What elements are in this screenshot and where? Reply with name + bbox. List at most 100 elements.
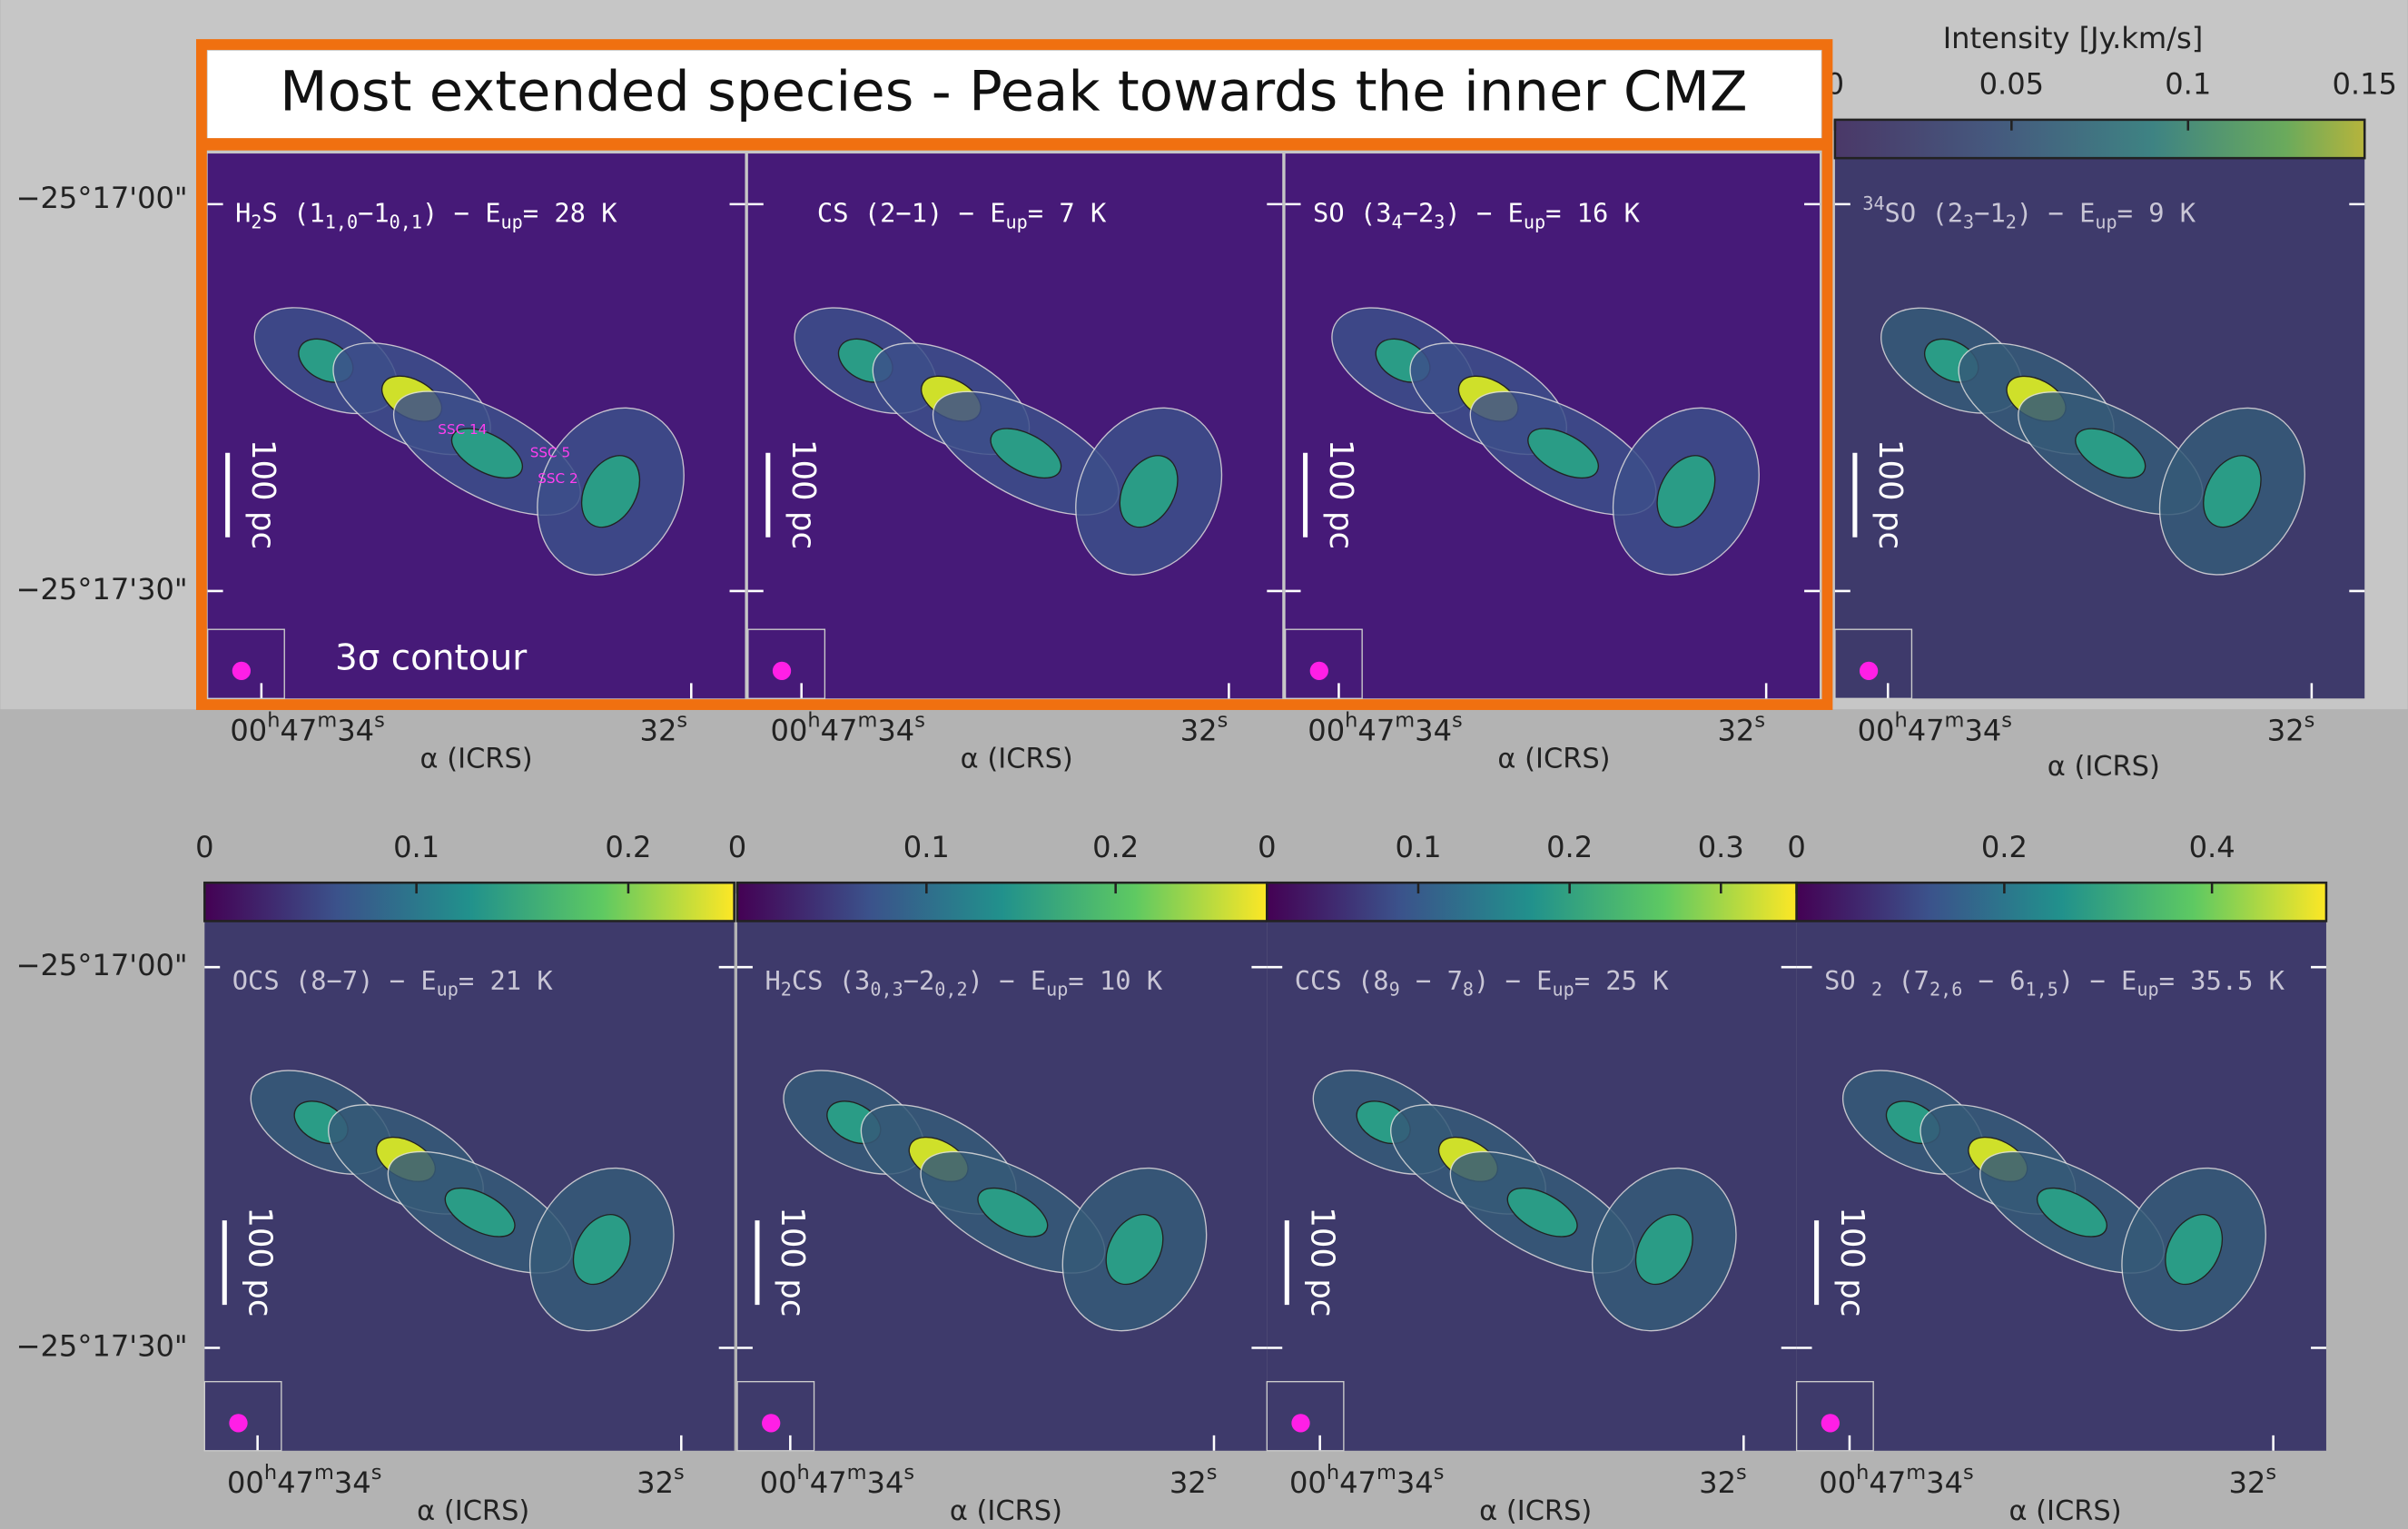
text-piece: 34 — [877, 713, 914, 747]
text-piece: m — [317, 708, 337, 732]
colorbar-tick-label: 0.15 — [2332, 67, 2397, 102]
text-piece: CCS (8 — [1295, 965, 1389, 996]
ra-tick-label: 00h47m34s — [1819, 1461, 1973, 1500]
colorbar-tick-label: 0.4 — [2189, 830, 2235, 864]
text-piece: h — [1345, 708, 1357, 732]
ra-tick-label: 00h47m34s — [227, 1461, 381, 1500]
text-piece: s — [1218, 708, 1229, 732]
text-piece: 0,1 — [390, 211, 422, 232]
species-label: CCS (89 − 78) − Eup= 25 K — [1295, 965, 1669, 1000]
text-piece: up — [1006, 211, 1028, 232]
text-piece: ) − E — [968, 965, 1047, 996]
panel: OCS (8−7) − Eup= 21 K100 pc00h47m34s32sα… — [195, 830, 735, 1527]
text-piece: 32 — [1717, 713, 1754, 747]
ra-tick-label: 00h47m34s — [760, 1461, 914, 1500]
text-piece: 32 — [2267, 713, 2304, 747]
colorbar-tick-label: 0.2 — [1546, 830, 1593, 864]
text-piece: ) − E — [1474, 965, 1553, 996]
text-piece: 34 — [1862, 192, 1884, 214]
text-piece: ) − E — [1445, 198, 1524, 229]
text-piece: 00 — [1289, 1465, 1327, 1500]
ra-axis-label: α (ICRS) — [1497, 743, 1610, 774]
ra-axis-label: α (ICRS) — [420, 743, 533, 774]
text-piece: up — [1524, 211, 1545, 232]
text-piece: m — [1395, 708, 1415, 732]
dec-tick-label: −25°17'00" — [16, 948, 188, 982]
beam — [1291, 1414, 1309, 1432]
text-piece: 2 — [781, 978, 792, 1000]
text-piece: 00 — [230, 713, 267, 747]
ra-axis-label: α (ICRS) — [2008, 1495, 2121, 1527]
text-piece: −2 — [903, 965, 935, 996]
source-label: SSC 14 — [438, 421, 487, 438]
beam — [1821, 1414, 1840, 1432]
text-piece: 3 — [1434, 211, 1445, 232]
text-piece: 47 — [1357, 713, 1395, 747]
ra-tick-label: 32s — [1699, 1461, 1747, 1500]
text-piece: 00 — [227, 1465, 264, 1500]
text-piece: 2 — [251, 211, 262, 232]
ra-tick-label: 00h47m34s — [1858, 708, 2012, 747]
ra-tick-label: 32s — [2267, 708, 2315, 747]
ra-tick-label: 32s — [1717, 708, 1765, 747]
dec-tick-label: −25°17'00" — [16, 181, 188, 215]
colorbar-tick-label: 0.05 — [1979, 67, 2045, 102]
text-piece: 2 — [2006, 211, 2017, 232]
banner-border — [202, 138, 1828, 151]
text-piece: ) − E — [2058, 965, 2137, 996]
text-piece: 32 — [1180, 713, 1218, 747]
text-piece: = 10 K — [1068, 965, 1162, 996]
text-piece: − 7 — [1400, 965, 1463, 996]
ra-tick-label: 32s — [1180, 708, 1229, 747]
body: H2S (11,0−10,1) − Eup= 28 K100 pc00h47m3… — [0, 0, 2408, 1529]
text-piece: ) − E — [422, 198, 501, 229]
text-piece: 34 — [1396, 1465, 1434, 1500]
text-piece: 00 — [760, 1465, 797, 1500]
text-piece: SO (2 — [1885, 198, 1964, 229]
colorbar — [737, 883, 1267, 921]
ra-tick-label: 32s — [2229, 1461, 2277, 1500]
text-piece: −2 — [1403, 198, 1435, 229]
text-piece: ) − E — [2017, 198, 2095, 229]
ra-axis-label: α (ICRS) — [1479, 1495, 1592, 1527]
text-piece: 47 — [1339, 1465, 1377, 1500]
text-piece: m — [314, 1461, 334, 1485]
text-piece: s — [1736, 1461, 1747, 1485]
scale-bar-label: 100 pc — [1303, 1207, 1340, 1317]
text-piece: s — [2265, 1461, 2276, 1485]
text-piece: s — [1434, 1461, 1445, 1485]
colorbar — [1267, 883, 1796, 921]
text-piece: s — [1963, 1461, 1974, 1485]
text-piece: s — [1754, 708, 1765, 732]
ra-axis-label: α (ICRS) — [2048, 751, 2160, 783]
text-piece: = 35.5 K — [2159, 965, 2285, 996]
text-piece: 47 — [1869, 1465, 1906, 1500]
species-label: SO (34−23) − Eup= 16 K — [1313, 198, 1641, 232]
dec-tick-label: −25°17'30" — [16, 1328, 188, 1363]
text-piece: s — [674, 1461, 685, 1485]
ra-tick-label: 00h47m34s — [230, 708, 384, 747]
text-piece: 47 — [1908, 713, 1945, 747]
text-piece: H — [235, 198, 251, 229]
beam — [1310, 662, 1328, 680]
text-piece: 00 — [1858, 713, 1895, 747]
text-piece: 34 — [334, 1465, 371, 1500]
text-piece: m — [847, 1461, 867, 1485]
text-piece: 4 — [1392, 211, 1403, 232]
text-piece: 47 — [277, 1465, 314, 1500]
text-piece: = 7 K — [1028, 198, 1107, 229]
text-piece: CS (3 — [792, 965, 871, 996]
banner-title: Most extended species - Peak towards the… — [280, 60, 1747, 123]
colorbar-tick-label: 0.2 — [1092, 830, 1139, 864]
text-piece: s — [914, 708, 925, 732]
text-piece: 00 — [1819, 1465, 1856, 1500]
text-piece: 2,6 — [1929, 978, 1962, 1000]
beam — [232, 662, 251, 680]
ra-tick-label: 00h47m34s — [771, 708, 925, 747]
text-piece: 34 — [1964, 713, 2001, 747]
beam — [773, 662, 791, 680]
panel: SO 2 (72,6 − 61,5) − Eup= 35.5 K100 pc00… — [1787, 830, 2326, 1527]
